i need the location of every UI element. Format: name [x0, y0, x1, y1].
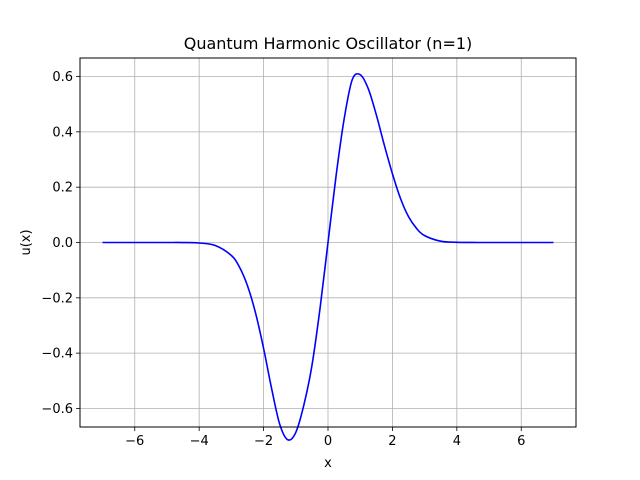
y-tick-label: −0.2: [41, 291, 73, 306]
y-tick-label: −0.4: [41, 347, 73, 362]
ticks: −6 −4 −2 0 2 4 6 −0.6 −0.4 −0.2 0.0 0.2 0.4 0.6: [41, 70, 525, 449]
series-layer: [102, 72, 554, 441]
x-tick-label: 6: [517, 434, 525, 449]
x-tick-label: 2: [388, 434, 396, 449]
x-tick-label: 4: [453, 434, 461, 449]
chart-title: Quantum Harmonic Oscillator (n=1): [184, 34, 473, 53]
y-tick-label: 0.0: [52, 236, 73, 251]
y-tick-label: 0.6: [52, 70, 73, 85]
x-tick-label: −4: [190, 434, 209, 449]
y-axis-label: u(x): [19, 229, 34, 255]
series-line: [102, 72, 554, 441]
x-tick-label: 0: [324, 434, 332, 449]
y-tick-label: 0.4: [52, 125, 73, 140]
y-tick-label: 0.2: [52, 181, 73, 196]
x-tick-label: −2: [254, 434, 273, 449]
y-tick-label: −0.6: [41, 402, 73, 417]
x-tick-label: −6: [125, 434, 144, 449]
x-axis-label: x: [324, 456, 332, 471]
